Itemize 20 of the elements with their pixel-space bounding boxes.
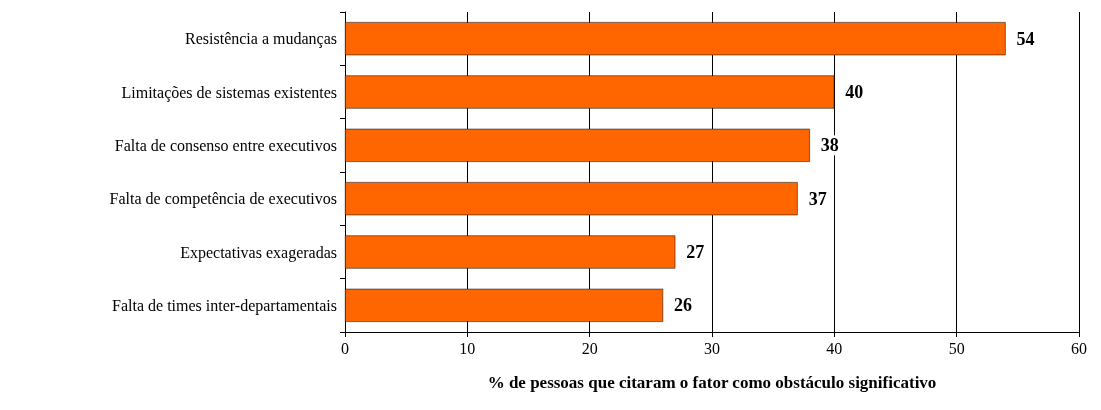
y-tick-label: Falta de times inter-departamentais <box>112 296 337 315</box>
y-tick-label: Limitações de sistemas existentes <box>121 83 337 102</box>
x-tick-label: 10 <box>459 339 476 357</box>
data-label: 27 <box>686 242 705 262</box>
data-label: 26 <box>674 295 693 316</box>
data-label: 38 <box>820 135 839 156</box>
data-label: 40 <box>845 82 864 102</box>
y-tick-label: Resistência a mudanças <box>185 30 337 49</box>
x-tick-label: 40 <box>826 339 843 357</box>
y-tick-label: Falta de competência de executivos <box>109 190 337 209</box>
x-tick-label: 60 <box>1071 339 1087 357</box>
x-tick-label: 30 <box>704 339 720 357</box>
y-tick-label: Expectativas exageradas <box>180 243 337 262</box>
x-tick-label: 50 <box>948 339 965 357</box>
data-label: 54 <box>1016 28 1035 49</box>
x-tick-label: 20 <box>581 339 598 357</box>
x-axis-title: % de pessoas que citaram o fator como obstáculo significativo <box>487 373 937 392</box>
data-label: 37 <box>808 188 827 209</box>
y-tick-label: Falta de consenso entre executivos <box>114 136 337 154</box>
x-tick-label: 0 <box>341 339 349 357</box>
